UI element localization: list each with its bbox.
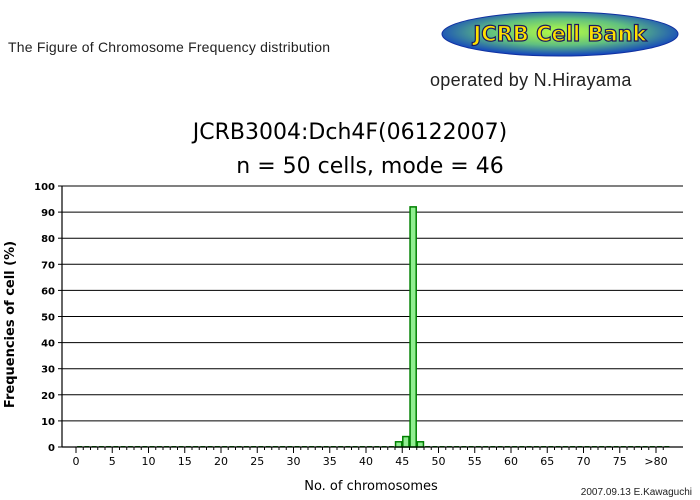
y-tick-label: 40	[41, 339, 55, 350]
y-tick-label: 90	[41, 208, 55, 219]
y-tick-label: 80	[41, 234, 55, 245]
figure-label: The Figure of Chromosome Frequency distr…	[8, 39, 331, 55]
x-tick-label: 25	[250, 455, 264, 468]
y-tick-label: 20	[41, 391, 55, 402]
bar-44	[394, 441, 403, 448]
y-axis-label: Frequencies of cell (%)	[3, 241, 18, 408]
grid-lines	[62, 185, 683, 422]
x-tick-label: 70	[577, 455, 591, 468]
y-tick-label: 30	[41, 365, 55, 376]
chart-title: JCRB3004:Dch4F(06122007)	[192, 120, 508, 145]
x-tick-label: 20	[214, 455, 228, 468]
x-tick-label: 55	[468, 455, 482, 468]
chart-subtitle: n = 50 cells, mode = 46	[236, 154, 504, 179]
y-tick-label: 60	[41, 286, 55, 297]
axes: 0 10 20 30 40 50 60 70 80 90 100 0 5 10 15 20 25 30 35 40 45…	[34, 182, 683, 468]
y-tick-label: 10	[41, 417, 55, 428]
x-tick-label: 30	[287, 455, 301, 468]
bar-46	[409, 206, 417, 448]
y-tick-label: 70	[41, 260, 55, 271]
bar-45	[402, 435, 410, 448]
x-tick-label: 60	[504, 455, 518, 468]
operated-by: operated by N.Hirayama	[430, 70, 632, 90]
y-tick-label: 100	[34, 182, 55, 193]
x-tick-label: 45	[395, 455, 409, 468]
x-tick-label: 75	[613, 455, 627, 468]
x-tick-label: 0	[73, 455, 80, 468]
x-tick-label: 5	[109, 455, 116, 468]
x-tick-label: >80	[644, 455, 667, 468]
bars	[77, 206, 670, 448]
x-tick-label: 10	[142, 455, 156, 468]
x-tick-label: 35	[323, 455, 337, 468]
x-axis-label: No. of chromosomes	[304, 479, 438, 494]
x-tick-label: 40	[359, 455, 373, 468]
logo-text: JCRB Cell Bank	[471, 22, 647, 46]
x-tick-label: 65	[540, 455, 554, 468]
footer-credit: 2007.09.13 E.Kawaguchi	[580, 487, 692, 498]
bar-47	[416, 441, 425, 448]
x-tick-label: 15	[178, 455, 192, 468]
y-tick-label: 50	[41, 313, 55, 324]
y-tick-label: 0	[48, 443, 55, 454]
x-tick-label: 50	[432, 455, 446, 468]
jcrb-cell-bank-logo: JCRB Cell Bank	[441, 11, 679, 57]
